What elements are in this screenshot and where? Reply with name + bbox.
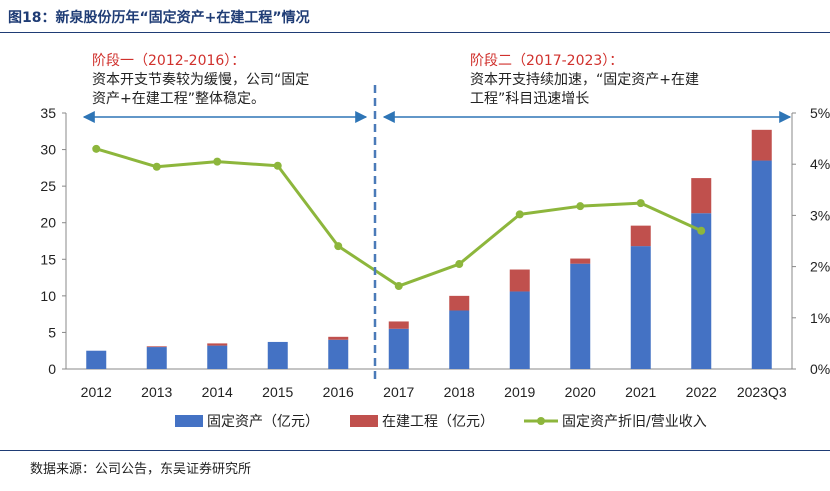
ratio-point bbox=[213, 157, 222, 166]
ratio-point bbox=[515, 210, 524, 219]
y-left-tick-label: 10 bbox=[40, 288, 56, 304]
x-tick-label: 2015 bbox=[262, 384, 293, 400]
legend-label-ratio: 固定资产折旧/营业收入 bbox=[562, 414, 707, 430]
ratio-point bbox=[636, 199, 645, 208]
y-right-tick-label: 3% bbox=[810, 207, 830, 223]
x-tick-label: 2017 bbox=[383, 384, 414, 400]
bar-fixed-assets bbox=[509, 291, 530, 369]
y-right-tick-label: 0% bbox=[810, 361, 830, 377]
bar-fixed-assets bbox=[146, 347, 167, 369]
y-right-tick-label: 1% bbox=[810, 310, 830, 326]
phase1-annotation: 阶段一（2012-2016）： 资本开支节奏较为缓慢，公司“固定 资产+在建工程… bbox=[92, 52, 309, 109]
x-tick-label: 2020 bbox=[565, 384, 596, 400]
bar-fixed-assets bbox=[630, 246, 651, 369]
bar-construction bbox=[630, 225, 651, 247]
ratio-line bbox=[95, 147, 702, 288]
y-right-tick-label: 2% bbox=[810, 259, 830, 275]
ratio-point bbox=[152, 162, 161, 171]
top-rule bbox=[0, 32, 830, 33]
bar-fixed-assets bbox=[751, 160, 772, 369]
y-left-tick-label: 30 bbox=[40, 142, 56, 158]
legend-swatch-construction bbox=[350, 415, 378, 427]
phase2-line2: 工程”科目迅速增长 bbox=[470, 91, 590, 107]
y-left-tick-label: 20 bbox=[40, 215, 56, 231]
x-tick-label: 2019 bbox=[504, 384, 535, 400]
figure-title: 图18：新泉股份历年“固定资产+在建工程”情况 bbox=[8, 10, 310, 26]
bar-construction bbox=[449, 295, 470, 311]
x-tick-label: 2023Q3 bbox=[737, 384, 787, 400]
legend-swatch-fixed-assets bbox=[175, 415, 203, 427]
ratio-point bbox=[334, 242, 343, 251]
x-tick-label: 2013 bbox=[141, 384, 172, 400]
ratio-point bbox=[273, 161, 282, 170]
phase1-line1: 资本开支节奏较为缓慢，公司“固定 bbox=[92, 72, 310, 88]
x-tick-label: 2012 bbox=[81, 384, 112, 400]
ratio-point bbox=[697, 226, 706, 235]
bar-fixed-assets bbox=[388, 328, 409, 369]
bar-fixed-assets bbox=[691, 213, 712, 369]
legend-label-construction: 在建工程（亿元） bbox=[382, 414, 494, 430]
bar-fixed-assets bbox=[86, 350, 107, 369]
x-tick-label: 2016 bbox=[323, 384, 354, 400]
bar-construction bbox=[328, 336, 349, 340]
phase1-title: 阶段一（2012-2016）： bbox=[92, 53, 246, 69]
bar-fixed-assets bbox=[449, 310, 470, 369]
phase2-annotation: 阶段二（2017-2023）： 资本开支持续加速，“固定资产+在建 工程”科目迅… bbox=[470, 52, 699, 109]
phase1-line2: 资产+在建工程”整体稳定。 bbox=[92, 91, 265, 107]
bar-fixed-assets bbox=[207, 345, 228, 369]
ratio-line-group bbox=[92, 144, 706, 291]
bars-group bbox=[86, 129, 772, 369]
phase2-line1: 资本开支持续加速，“固定资产+在建 bbox=[470, 72, 699, 88]
y-left-tick-label: 5 bbox=[48, 324, 56, 340]
bar-construction bbox=[751, 129, 772, 161]
y-left-tick-label: 15 bbox=[40, 251, 56, 267]
legend-marker-ratio bbox=[537, 417, 545, 425]
bar-fixed-assets bbox=[328, 339, 349, 369]
ratio-point bbox=[455, 260, 464, 269]
x-tick-label: 2014 bbox=[202, 384, 233, 400]
ratio-point bbox=[92, 144, 101, 153]
bar-construction bbox=[207, 343, 228, 346]
legend-group: 固定资产（亿元） 在建工程（亿元） 固定资产折旧/营业收入 bbox=[175, 414, 707, 430]
bar-construction bbox=[509, 269, 530, 292]
bar-construction bbox=[691, 178, 712, 214]
ratio-point bbox=[576, 202, 585, 211]
source-note: 数据来源：公司公告，东吴证券研究所 bbox=[30, 462, 252, 477]
y-right-tick-label: 5% bbox=[810, 105, 830, 121]
y-right-tick-label: 4% bbox=[810, 156, 830, 172]
legend-label-fixed-assets: 固定资产（亿元） bbox=[207, 414, 319, 430]
bar-fixed-assets bbox=[570, 263, 591, 369]
x-tick-label: 2018 bbox=[444, 384, 475, 400]
x-tick-label: 2021 bbox=[625, 384, 656, 400]
bar-construction bbox=[146, 346, 167, 348]
bottom-rule bbox=[0, 450, 830, 451]
annotation-group bbox=[82, 85, 792, 380]
x-tick-label: 2022 bbox=[686, 384, 717, 400]
axes-group: 0 5 10 15 20 25 30 35 0% 1% 2% 3% 4% 5% 2012 2013 2014 20… bbox=[40, 105, 830, 400]
bar-construction bbox=[388, 321, 409, 329]
phase2-title: 阶段二（2017-2023）： bbox=[470, 53, 624, 69]
y-left-tick-label: 25 bbox=[40, 178, 56, 194]
y-left-tick-label: 0 bbox=[48, 361, 56, 377]
bar-construction bbox=[570, 258, 591, 264]
y-left-tick-label: 35 bbox=[40, 105, 56, 121]
bar-fixed-assets bbox=[267, 341, 288, 369]
ratio-point bbox=[394, 282, 403, 291]
